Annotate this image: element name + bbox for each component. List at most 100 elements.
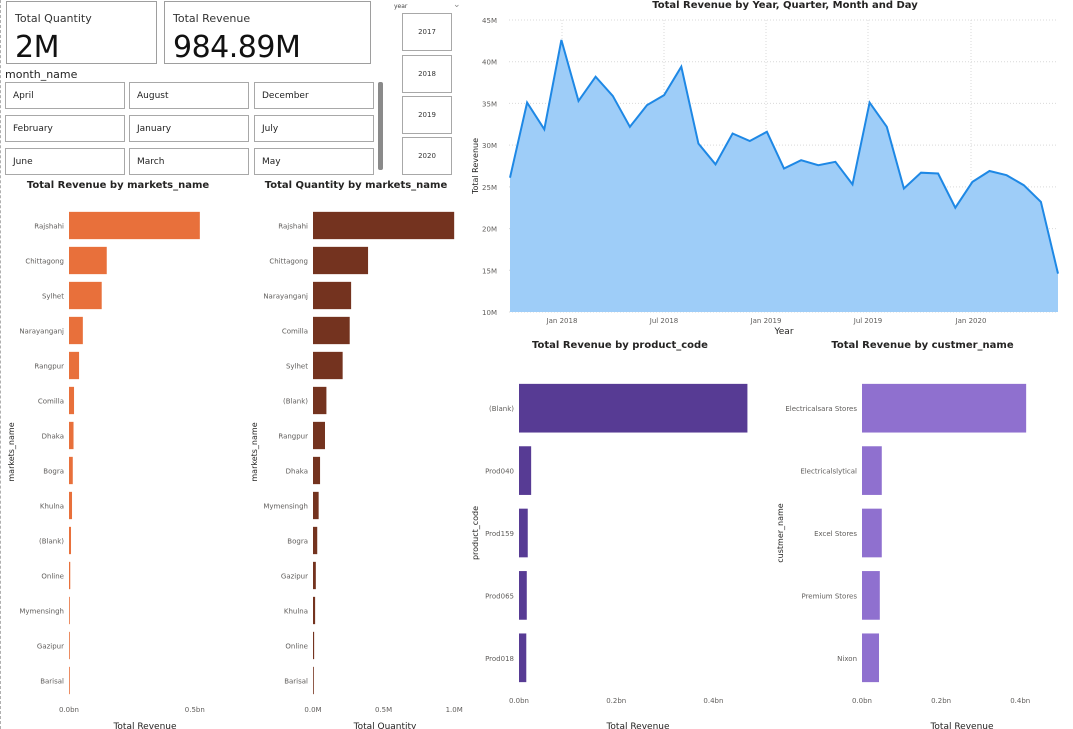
category-label: Prod040 (485, 468, 514, 476)
bar (69, 526, 72, 555)
y-tick-label: 40M (482, 59, 497, 67)
x-axis-title: Year (773, 327, 793, 337)
category-label: Online (41, 573, 64, 581)
bar (519, 633, 527, 683)
x-tick-label: 0.2bn (606, 697, 626, 705)
y-axis-title: custmer_name (776, 503, 785, 563)
month-option[interactable]: May (254, 148, 374, 175)
bar (313, 211, 455, 240)
category-label: Online (285, 643, 308, 651)
x-tick-label: 0.0M (304, 706, 321, 714)
category-label: Rajshahi (34, 223, 64, 231)
category-label: Rajshahi (278, 223, 308, 231)
x-tick-label: 0.0bn (509, 697, 529, 705)
bar (519, 446, 532, 495)
bar (313, 351, 343, 380)
bar (69, 351, 80, 380)
category-label: Rangpur (34, 363, 64, 371)
bar (313, 631, 315, 660)
y-axis-title: product_code (471, 506, 480, 560)
month-option[interactable]: August (129, 82, 249, 109)
market-revenue-title: Total Revenue by markets_name (26, 180, 210, 191)
bar (69, 421, 74, 450)
category-label: Bogra (43, 468, 64, 476)
revenue-trend-title: Total Revenue by Year, Quarter, Month an… (652, 0, 918, 11)
month-option[interactable]: December (254, 82, 374, 109)
x-tick-label: 1.0M (446, 706, 463, 714)
bar (313, 491, 319, 520)
category-label: Comilla (38, 398, 64, 406)
y-tick-label: 35M (482, 100, 497, 108)
year-option[interactable]: 2019 (402, 96, 452, 134)
month-option[interactable]: January (129, 115, 249, 142)
x-tick-label: Jan 2020 (955, 317, 987, 325)
bar (69, 386, 75, 415)
x-tick-label: Jan 2019 (750, 317, 782, 325)
category-label: Nixon (837, 655, 857, 663)
month-option[interactable]: March (129, 148, 249, 175)
category-label: Prod018 (485, 655, 514, 663)
bar (313, 281, 352, 310)
month-slicer-title: month_name (5, 68, 78, 81)
year-option[interactable]: 2018 (402, 55, 452, 93)
revenue-line (509, 39, 1059, 274)
x-tick-label: 0.4bn (703, 697, 723, 705)
y-axis-title: Total Revenue (471, 138, 480, 195)
category-label: Sylhet (42, 293, 64, 301)
year-option[interactable]: 2017 (402, 13, 452, 51)
bar (69, 316, 83, 345)
total-quantity-label: Total Quantity (15, 12, 92, 25)
product-revenue-title: Total Revenue by product_code (532, 340, 708, 351)
category-label: Khulna (40, 503, 64, 511)
category-label: Rangpur (278, 433, 308, 441)
category-label: Electricalsara Stores (785, 405, 857, 413)
x-tick-label: 0.0bn (59, 706, 79, 714)
category-label: Dhaka (42, 433, 64, 441)
bar (519, 508, 528, 558)
chevron-down-icon[interactable]: ⌄ (453, 0, 461, 10)
month-option[interactable]: July (254, 115, 374, 142)
bar (313, 421, 325, 450)
bar (313, 526, 318, 555)
category-label: Narayanganj (263, 293, 308, 301)
canvas-edge (0, 0, 1, 729)
y-tick-label: 15M (482, 267, 497, 275)
month-option[interactable]: June (5, 148, 125, 175)
category-label: Prod065 (485, 592, 514, 600)
area-fill (510, 40, 1058, 312)
month-slicer-scrollbar[interactable] (378, 82, 383, 170)
category-label: Excel Stores (814, 530, 857, 538)
bar (69, 491, 73, 520)
category-label: (Blank) (39, 538, 64, 546)
category-label: Gazipur (281, 573, 308, 581)
bar (862, 383, 1027, 433)
bar (69, 561, 71, 590)
x-tick-label: Jan 2018 (546, 317, 578, 325)
category-label: (Blank) (283, 398, 308, 406)
category-label: (Blank) (489, 405, 514, 413)
bar (862, 508, 882, 558)
month-option[interactable]: April (5, 82, 125, 109)
bar (313, 456, 321, 485)
x-tick-label: 0.0bn (852, 697, 872, 705)
bar (519, 571, 527, 620)
x-tick-label: 0.4bn (1010, 697, 1030, 705)
x-tick-label: Jul 2018 (649, 317, 679, 325)
category-label: Sylhet (286, 363, 308, 371)
x-tick-label: 0.5bn (185, 706, 205, 714)
y-tick-label: 25M (482, 184, 497, 192)
bar (313, 316, 350, 345)
category-label: Dhaka (286, 468, 308, 476)
bar (313, 596, 316, 625)
customer-revenue-title: Total Revenue by custmer_name (831, 340, 1014, 351)
bar (69, 596, 70, 625)
y-tick-label: 45M (482, 17, 497, 25)
category-label: Prod159 (485, 530, 514, 538)
category-label: Mymensingh (19, 608, 64, 616)
total-revenue-label: Total Revenue (173, 12, 251, 25)
x-axis-title: Total Revenue (605, 722, 670, 729)
year-option[interactable]: 2020 (402, 137, 452, 175)
month-option[interactable]: February (5, 115, 125, 142)
category-label: Chittagong (25, 258, 64, 266)
